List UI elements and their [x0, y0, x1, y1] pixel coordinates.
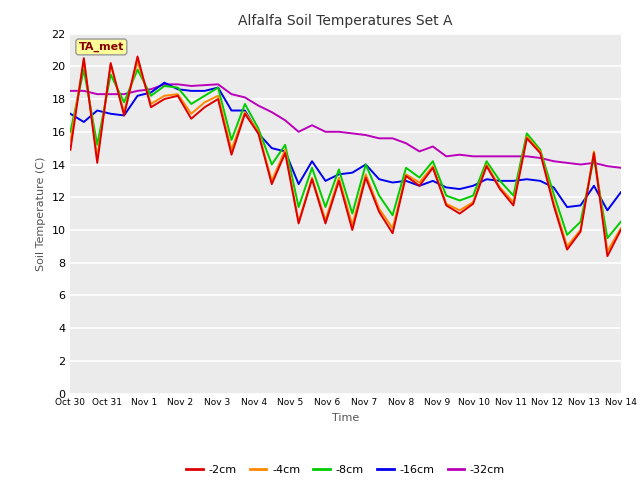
X-axis label: Time: Time	[332, 413, 359, 423]
Legend: -2cm, -4cm, -8cm, -16cm, -32cm: -2cm, -4cm, -8cm, -16cm, -32cm	[182, 460, 509, 479]
Title: Alfalfa Soil Temperatures Set A: Alfalfa Soil Temperatures Set A	[238, 14, 453, 28]
Text: TA_met: TA_met	[79, 42, 124, 52]
Y-axis label: Soil Temperature (C): Soil Temperature (C)	[36, 156, 45, 271]
